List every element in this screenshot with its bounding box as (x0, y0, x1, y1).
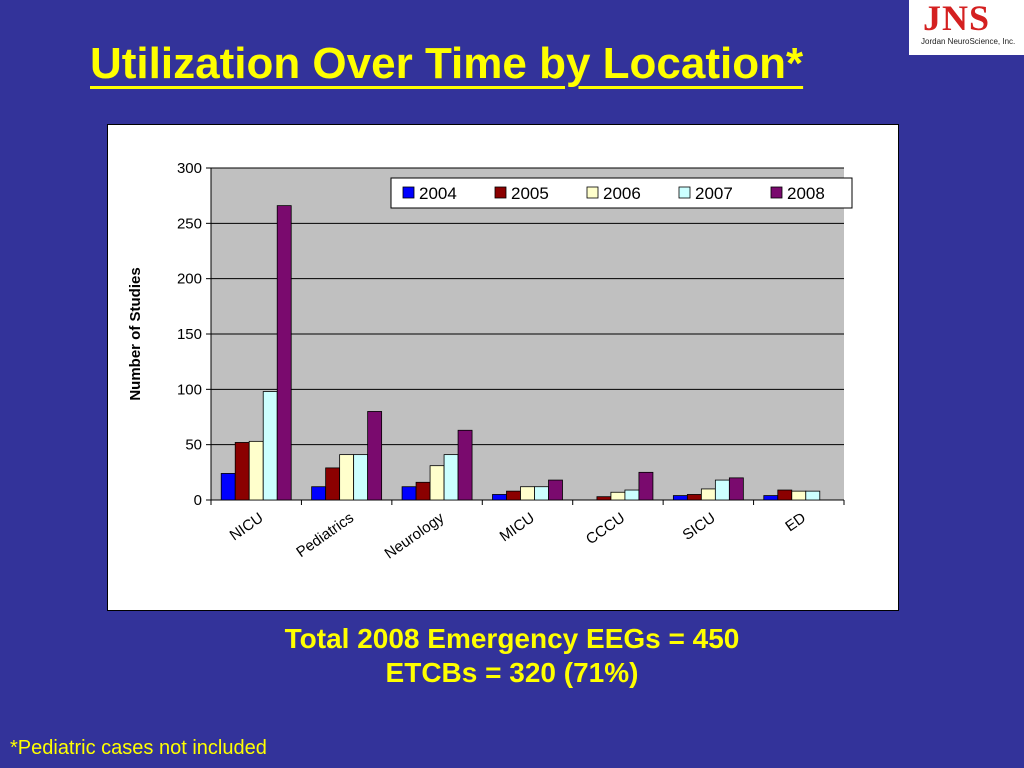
summary-line-etcbs: ETCBs = 320 (71%) (385, 657, 639, 688)
summary-block: Total 2008 Emergency EEGs = 450 ETCBs = … (0, 622, 1024, 690)
y-tick-label: 0 (194, 492, 202, 509)
company-logo: JNS Jordan NeuroScience, Inc. (909, 0, 1024, 55)
legend-swatch (678, 186, 691, 199)
legend-label: 2005 (511, 184, 549, 203)
bar (325, 467, 341, 501)
legend-label: 2006 (603, 184, 641, 203)
bar (506, 490, 521, 501)
y-axis-label: Number of Studies (127, 267, 144, 400)
bar (596, 496, 612, 501)
bar (520, 486, 535, 501)
logo-mark: JNS (923, 0, 991, 38)
bar (367, 411, 383, 501)
footnote: *Pediatric cases not included (10, 737, 267, 759)
bar (492, 494, 507, 501)
legend-swatch (586, 186, 599, 199)
summary-line-emergency-eegs: Total 2008 Emergency EEGs = 450 (284, 623, 740, 654)
bar (548, 479, 563, 501)
bar (686, 494, 702, 501)
legend-swatch (770, 186, 783, 199)
utilization-bar-chart: 0 50 100 150 200 250 300 NICU Pediatrics Neurolog… (127, 160, 853, 562)
bar (234, 442, 250, 501)
y-tick-label: 50 (185, 437, 202, 454)
bar (262, 391, 278, 501)
bar (339, 454, 355, 501)
x-tick-label: MICU (497, 509, 538, 545)
bar (700, 488, 716, 501)
bar (534, 486, 549, 501)
legend-swatch (402, 186, 415, 199)
x-tick-label: SICU (680, 509, 719, 543)
bar (401, 486, 417, 501)
bar (728, 477, 744, 501)
bar (672, 495, 688, 501)
y-tick-label: 300 (177, 160, 202, 177)
bar (415, 481, 431, 501)
y-tick-label: 200 (177, 271, 202, 288)
bar (763, 495, 779, 501)
bar (624, 489, 640, 501)
bar (276, 205, 292, 501)
bar (457, 429, 473, 501)
bar (311, 486, 327, 501)
bar (429, 465, 445, 501)
x-tick-label: ED (782, 509, 809, 535)
legend-label: 2004 (419, 184, 457, 203)
bar (610, 491, 626, 501)
x-tick-label: Neurology (382, 509, 448, 562)
bar (777, 489, 793, 501)
y-tick-label: 250 (177, 215, 202, 232)
y-tick-label: 150 (177, 326, 202, 343)
bar (638, 471, 654, 501)
y-tick-label: 100 (177, 381, 202, 398)
slide-title: Utilization Over Time by Location* (90, 39, 804, 88)
bar (248, 440, 264, 501)
bar (220, 473, 236, 501)
x-tick-label: Pediatrics (293, 509, 357, 561)
bar (805, 490, 821, 501)
x-tick-label: NICU (227, 509, 267, 544)
chart-panel: 0 50 100 150 200 250 300 NICU Pediatrics Neurolog… (107, 124, 899, 611)
logo-company-name: Jordan NeuroScience, Inc. (921, 37, 1016, 46)
bar (791, 490, 807, 501)
legend-swatch (494, 186, 507, 199)
bar (443, 454, 459, 501)
bar (714, 479, 730, 501)
bar (353, 454, 369, 501)
legend-label: 2008 (787, 184, 825, 203)
x-tick-label: CCCU (583, 509, 628, 548)
legend-label: 2007 (695, 184, 733, 203)
